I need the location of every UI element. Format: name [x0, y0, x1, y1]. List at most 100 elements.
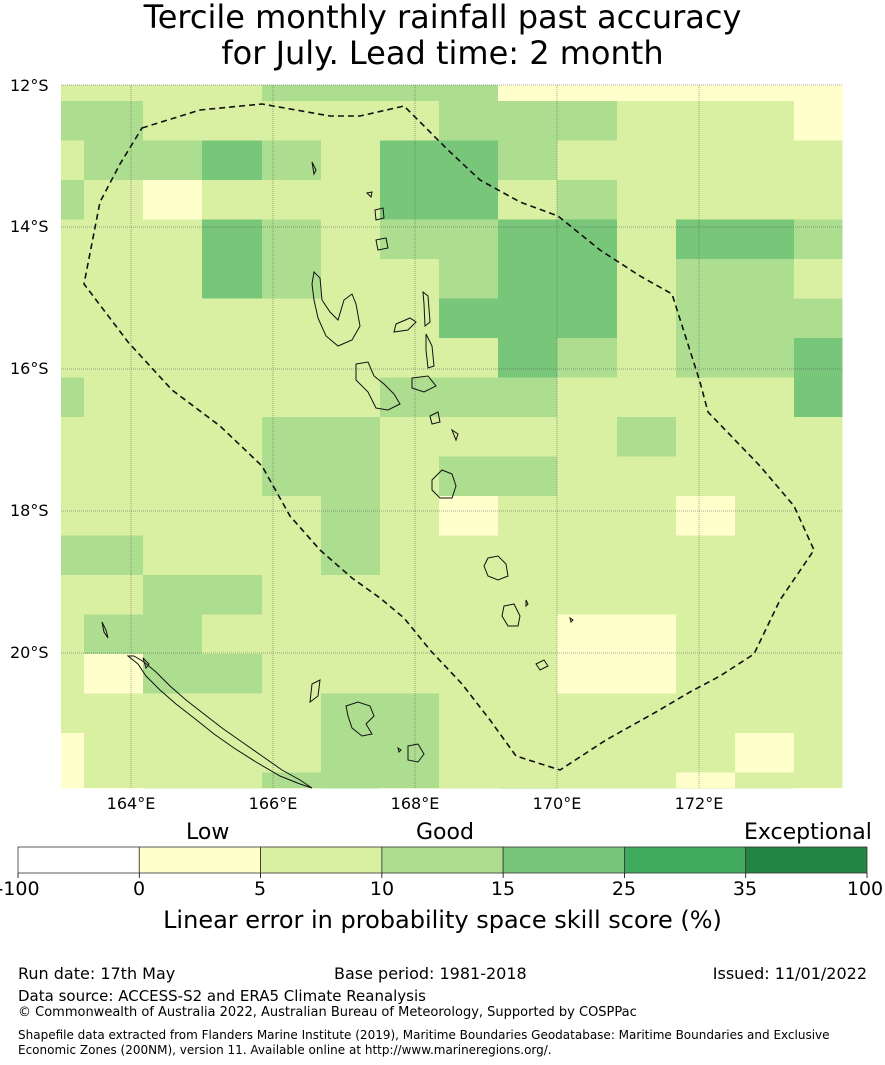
grid-cell: [143, 496, 203, 536]
grid-cell: [262, 140, 322, 181]
grid-cell: [321, 338, 381, 378]
loyalty-island-ouvea: [142, 657, 150, 670]
grid-cell: [380, 733, 440, 773]
grid-cell: [617, 772, 677, 789]
grid-cell: [557, 614, 618, 655]
grid-cell: [380, 140, 440, 181]
grid-cell: [262, 219, 322, 260]
grid-cell: [498, 219, 558, 260]
tanna-island: [501, 603, 521, 627]
grid-cell: [557, 535, 618, 576]
grid-cell: [61, 85, 85, 102]
grid-cell: [617, 85, 677, 102]
grid-cell: [676, 259, 736, 299]
colorbar-tick-label: -100: [0, 878, 40, 900]
colorbar-segment: [260, 846, 383, 874]
grid-cell: [557, 654, 618, 694]
grid-cell: [84, 693, 144, 734]
grid-cell: [380, 614, 440, 655]
grid-cell: [676, 614, 736, 655]
grid-cell: [735, 298, 795, 339]
lon-tick-172e: 172°E: [674, 794, 724, 813]
grid-cell: [794, 338, 843, 378]
grid-cell: [676, 496, 736, 536]
grid-cell: [84, 456, 144, 497]
colorbar-tick-label: 0: [132, 878, 146, 900]
grid-cell: [61, 338, 85, 378]
grid-cell: [735, 377, 795, 418]
grid-cell: [380, 456, 440, 497]
grid-cell: [143, 733, 203, 773]
grid-cell: [794, 298, 843, 339]
grid-cell: [84, 733, 144, 773]
issued-date: Issued: 11/01/2022: [712, 964, 867, 983]
grid-cell: [61, 772, 85, 789]
grid-cell: [61, 140, 85, 181]
grid-cell: [262, 101, 322, 141]
vanua-lava-island: [365, 191, 373, 199]
grid-cell: [557, 259, 618, 299]
grid-cell: [676, 338, 736, 378]
grid-cell: [321, 219, 381, 260]
grid-cell: [84, 496, 144, 536]
grid-cell: [439, 496, 499, 536]
grid-cell: [380, 772, 440, 789]
grid-cell: [262, 456, 322, 497]
grid-cell: [557, 788, 618, 789]
grid-cell: [439, 417, 499, 457]
grid-cell: [794, 456, 843, 497]
grid-cell: [439, 298, 499, 339]
grid-cell: [735, 101, 795, 141]
mare-island: [407, 743, 425, 763]
grid-cell: [143, 85, 203, 102]
grid-cell: [557, 575, 618, 615]
grid-cell: [498, 298, 558, 339]
grid-cell: [380, 259, 440, 299]
copyright-notice: © Commonwealth of Australia 2022, Austra…: [18, 1005, 637, 1020]
grid-cell: [617, 535, 677, 576]
grid-cell: [143, 788, 203, 789]
grid-cell: [498, 140, 558, 181]
grid-cell: [202, 180, 263, 220]
new-caledonia-island: [126, 655, 313, 789]
grid-cell: [321, 535, 381, 576]
grid-cell: [617, 377, 677, 418]
grid-cell: [61, 377, 85, 418]
futuna-island: [569, 616, 574, 623]
grid-cell: [557, 338, 618, 378]
grid-cell: [735, 733, 795, 773]
category-exceptional: Exceptional: [744, 820, 872, 845]
grid-cell: [84, 101, 144, 141]
grid-cell: [262, 535, 322, 576]
grid-cell: [617, 140, 677, 181]
grid-cell: [262, 693, 322, 734]
epi-island: [429, 411, 441, 425]
grid-cell: [498, 614, 558, 655]
grid-cell: [61, 496, 85, 536]
grid-cell: [676, 733, 736, 773]
grid-cell: [617, 693, 677, 734]
grid-cell: [143, 535, 203, 576]
skill-score-grid: [61, 85, 843, 789]
grid-cell: [557, 180, 618, 220]
grid-cell: [321, 496, 381, 536]
grid-cell: [735, 85, 795, 102]
grid-cell: [676, 140, 736, 181]
lifou-island: [345, 701, 375, 737]
grid-cell: [617, 496, 677, 536]
grid-cell: [61, 575, 85, 615]
grid-cell: [439, 788, 499, 789]
grid-cell: [676, 298, 736, 339]
grid-cell: [380, 377, 440, 418]
colorbar-tick-label: 25: [611, 878, 637, 900]
grid-cell: [617, 180, 677, 220]
grid-cell: [439, 140, 499, 181]
grid-cell: [735, 693, 795, 734]
grid-cell: [676, 693, 736, 734]
grid-cell: [202, 85, 263, 102]
colorbar: [17, 846, 868, 878]
grid-cell: [557, 417, 618, 457]
grid-cell: [380, 693, 440, 734]
grid-cell: [439, 259, 499, 299]
grid-cell: [321, 417, 381, 457]
